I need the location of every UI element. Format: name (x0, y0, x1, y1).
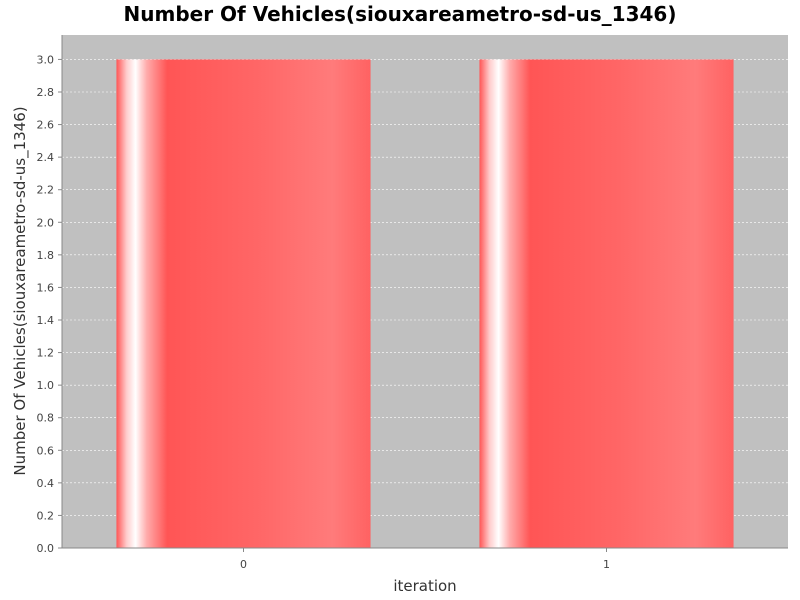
y-tick-label: 1.8 (37, 249, 55, 262)
x-tick-label: 1 (603, 558, 610, 571)
y-tick-label: 0.4 (37, 477, 55, 490)
y-tick-label: 2.6 (37, 119, 55, 132)
y-tick-label: 2.4 (37, 151, 55, 164)
y-tick-label: 2.8 (37, 86, 55, 99)
axes: 0.0 0.2 0.4 0.6 0.8 1.0 1.2 1.4 1.6 1.8 2.0 2.2 2.4 2… (37, 35, 788, 571)
x-axis-label: iteration (393, 577, 456, 595)
y-tick-label: 1.2 (37, 347, 55, 360)
y-tick-label: 2.2 (37, 184, 55, 197)
x-tick-label: 0 (240, 558, 247, 571)
bar-1[interactable] (479, 59, 734, 549)
y-tick-label: 1.4 (37, 314, 55, 327)
bars (116, 59, 734, 549)
y-tick-label: 0.8 (37, 412, 55, 425)
bar-0[interactable] (116, 59, 371, 549)
y-tick-label: 0.0 (37, 542, 55, 555)
y-tick-label: 1.0 (37, 379, 55, 392)
y-tick-label: 1.6 (37, 281, 55, 294)
y-tick-label: 3.0 (37, 53, 55, 66)
chart-title: Number Of Vehicles(siouxareametro-sd-us_… (124, 2, 677, 26)
y-tick-label: 0.2 (37, 509, 55, 522)
y-tick-label: 2.0 (37, 216, 55, 229)
y-axis-label: Number Of Vehicles(siouxareametro-sd-us_… (11, 106, 30, 475)
y-tick-label: 0.6 (37, 444, 55, 457)
